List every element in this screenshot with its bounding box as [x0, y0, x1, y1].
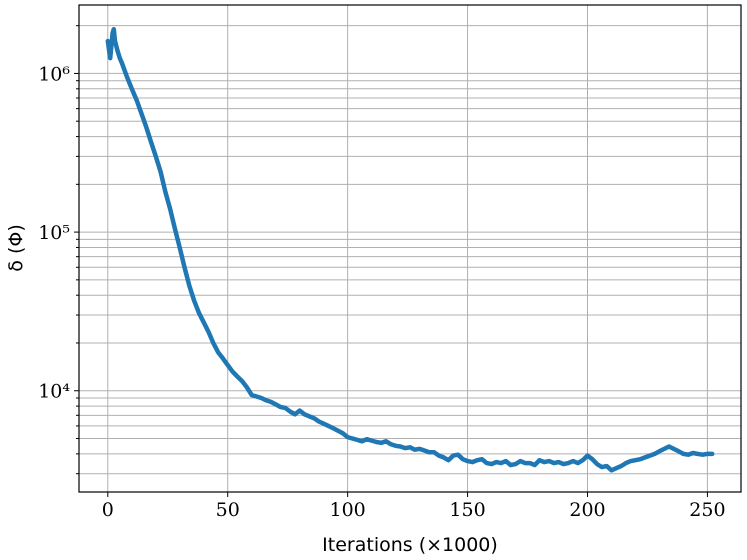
y-tick-label: 10⁵: [38, 222, 70, 244]
x-tick-label: 100: [330, 499, 366, 521]
x-tick-label: 150: [449, 499, 485, 521]
y-tick-label: 10⁶: [38, 63, 70, 85]
plot-frame: [78, 4, 742, 493]
grid-lines: [79, 5, 741, 492]
x-tick-label: 200: [569, 499, 605, 521]
tick-labels: 0 50 100 150 200 250 10⁴ 10⁵ 10⁶: [38, 63, 725, 521]
x-axis-label: Iterations (×1000): [322, 534, 498, 556]
x-tick-label: 250: [689, 499, 725, 521]
axis-ticks: [74, 25, 708, 497]
y-tick-label: 10⁴: [38, 381, 70, 403]
y-axis-label: δ (Φ): [5, 224, 27, 271]
x-tick-label: 0: [102, 499, 114, 521]
x-tick-label: 50: [216, 499, 240, 521]
series-layer: [105, 26, 715, 473]
series-line: [105, 26, 715, 473]
